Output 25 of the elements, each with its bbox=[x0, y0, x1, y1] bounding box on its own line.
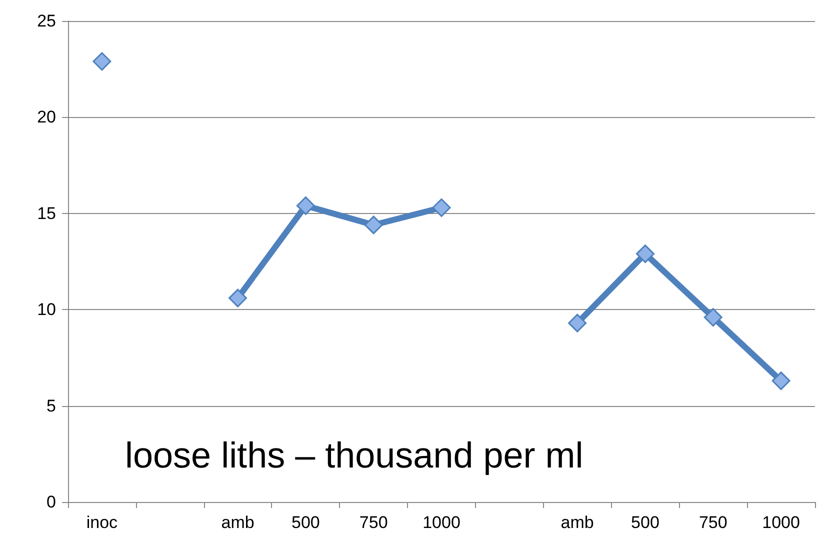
x-tick-label: amb bbox=[560, 513, 594, 532]
y-tick-label: 10 bbox=[37, 300, 56, 320]
x-tick-label: 750 bbox=[359, 513, 388, 532]
point bbox=[432, 198, 451, 217]
x-tick-label: 500 bbox=[291, 513, 320, 532]
x-tick-label: 500 bbox=[631, 513, 660, 532]
point bbox=[704, 308, 722, 327]
point bbox=[772, 372, 790, 390]
point bbox=[364, 216, 383, 234]
y-tick-label: 0 bbox=[46, 492, 56, 512]
y-tick-label: 20 bbox=[37, 108, 56, 127]
x-tick-label: inoc bbox=[86, 513, 118, 532]
x-tick-label: 1000 bbox=[762, 513, 800, 532]
x-tick-label: 750 bbox=[698, 513, 728, 532]
y-tick-label: 25 bbox=[37, 12, 56, 30]
point bbox=[568, 314, 587, 332]
point bbox=[92, 52, 112, 71]
point bbox=[228, 288, 248, 308]
point bbox=[636, 244, 654, 264]
annotation: loose liths – thousand per ml bbox=[125, 434, 584, 476]
x-tick-label: 1000 bbox=[422, 513, 460, 532]
y-tick-label: 5 bbox=[46, 396, 56, 416]
point bbox=[296, 196, 315, 215]
y-tick-label: 15 bbox=[37, 204, 56, 223]
x-tick-label: amb bbox=[221, 513, 254, 532]
